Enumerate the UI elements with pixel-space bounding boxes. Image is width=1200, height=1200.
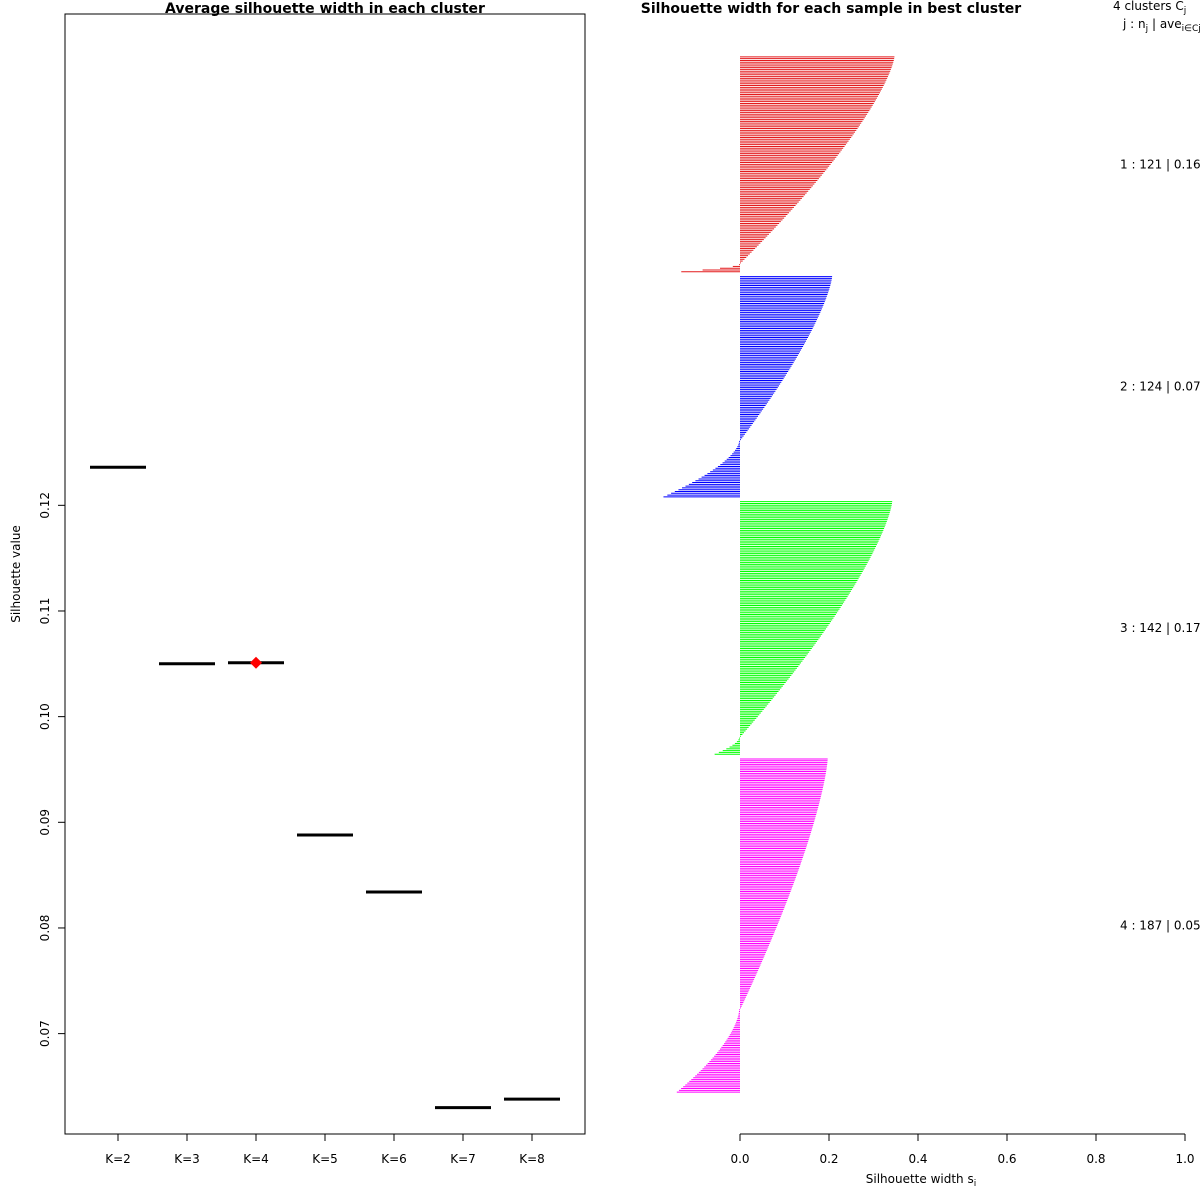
left-y-tick-label: 0.11 bbox=[38, 598, 52, 625]
left-x-tick-label: K=3 bbox=[174, 1152, 200, 1166]
left-y-tick-label-group: 0.07 bbox=[38, 1020, 52, 1047]
right-x-axis-label: Silhouette width si bbox=[866, 1172, 977, 1189]
left-x-tick-label: K=5 bbox=[312, 1152, 338, 1166]
right-x-tick-label: 0.4 bbox=[908, 1152, 927, 1166]
left-x-tick-label: K=8 bbox=[519, 1152, 545, 1166]
left-y-tick-label: 0.12 bbox=[38, 492, 52, 519]
left-x-tick-label: K=7 bbox=[450, 1152, 476, 1166]
right-x-tick-label: 0.6 bbox=[997, 1152, 1016, 1166]
left-x-tick-label: K=6 bbox=[381, 1152, 407, 1166]
best-k-marker bbox=[250, 656, 262, 669]
left-y-tick-label-group: 0.11 bbox=[38, 598, 52, 625]
left-marks bbox=[90, 465, 560, 1110]
right-bars bbox=[663, 56, 895, 1093]
left-y-tick-label-group: 0.08 bbox=[38, 915, 52, 942]
right-chart-title: Silhouette width for each sample in best… bbox=[641, 1, 1022, 17]
left-y-tick-label: 0.10 bbox=[38, 703, 52, 730]
left-y-tick-label: 0.09 bbox=[38, 809, 52, 836]
left-y-tick-label-group: 0.09 bbox=[38, 809, 52, 836]
cluster-label: 2 : 124 | 0.07 bbox=[1120, 380, 1200, 394]
right-x-axis: 0.0 0.2 0.4 0.6 0.8 1.0 bbox=[730, 1133, 1195, 1166]
left-x-tick-label: K=4 bbox=[243, 1152, 269, 1166]
left-y-axis-label: Silhouette value bbox=[9, 525, 23, 623]
right-x-tick-label: 0.0 bbox=[730, 1152, 749, 1166]
left-chart-title: Average silhouette width in each cluster bbox=[165, 1, 485, 17]
right-x-tick-label: 0.2 bbox=[819, 1152, 838, 1166]
cluster-header-line2: j : nj | avei∈Cj s bbox=[1122, 17, 1200, 34]
cluster-header-line1: 4 clusters Cj bbox=[1113, 0, 1186, 16]
left-y-axis: 0.07 0.08 0.09 0.10 0.11 0.12 bbox=[38, 492, 65, 1047]
left-x-axis: K=2 K=3 K=4 K=5 K=6 K=7 K=8 bbox=[105, 1134, 545, 1166]
cluster-label: 3 : 142 | 0.17 bbox=[1120, 621, 1200, 635]
left-y-tick-label-group: 0.10 bbox=[38, 703, 52, 730]
right-x-tick-label: 1.0 bbox=[1175, 1152, 1194, 1166]
left-x-tick-label: K=2 bbox=[105, 1152, 131, 1166]
left-y-tick-label: 0.07 bbox=[38, 1020, 52, 1047]
left-y-tick-label: 0.08 bbox=[38, 915, 52, 942]
cluster-label: 4 : 187 | 0.05 bbox=[1120, 919, 1200, 933]
left-plot-frame bbox=[64, 13, 586, 1135]
right-cluster-labels: 1 : 121 | 0.16 2 : 124 | 0.07 3 : 142 | 0.… bbox=[1120, 157, 1200, 932]
left-y-tick-label-group: 0.12 bbox=[38, 492, 52, 519]
cluster-label: 1 : 121 | 0.16 bbox=[1120, 157, 1200, 171]
right-panel: Silhouette width for each sample in best… bbox=[641, 0, 1200, 1189]
right-x-tick-label: 0.8 bbox=[1086, 1152, 1105, 1166]
left-panel: Average silhouette width in each cluster… bbox=[9, 1, 586, 1166]
